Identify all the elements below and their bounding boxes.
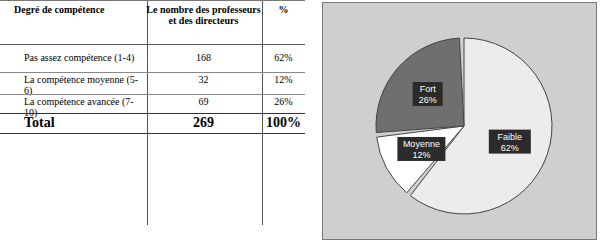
svg-text:12%: 12% [412,150,430,160]
html-text:La compétence avancée (7-10): La compétence avancée (7-10) [24,96,134,118]
svg-text:Moyenne: Moyenne [403,139,440,149]
svg-text:26%: 26% [419,95,437,105]
html-text:168: 168 [196,52,211,63]
html-text:269: 269 [193,115,214,130]
html-text:La compétence moyenne (5-6): La compétence moyenne (5-6) [24,74,139,96]
html-text:Pas assez compétence (1-4): Pas assez compétence (1-4) [24,52,135,63]
html-text:12%: 12% [274,74,293,85]
svg-text:Fort: Fort [420,84,437,94]
html-text:Degré de compétence: Degré de compétence [14,4,105,15]
html-text:62%: 62% [274,52,293,63]
svg-text:62%: 62% [501,143,519,153]
html-text:32: 32 [198,74,209,85]
html-text:100%: 100% [266,115,301,130]
html-text:69: 69 [198,96,209,107]
html-text:Total: Total [24,115,55,130]
svg-text:Faible: Faible [498,132,523,142]
html-text:Le nombre des professeurs et d: Le nombre des professeurs et des directe… [146,4,261,26]
html-text:26%: 26% [274,96,293,107]
